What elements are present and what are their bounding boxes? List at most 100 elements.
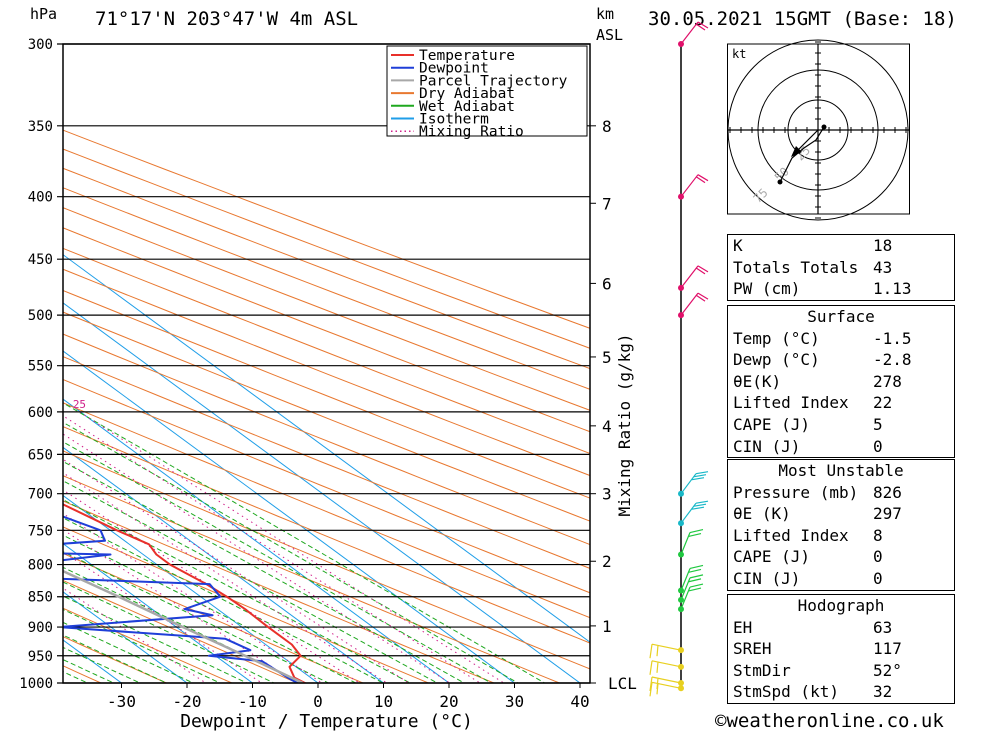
wind-barb <box>680 500 709 524</box>
credit-link[interactable]: ©weatheronline.co.uk <box>715 710 944 732</box>
pressure-tick-label: 350 <box>28 119 53 135</box>
isotherm-line <box>63 591 188 683</box>
hodograph-end-dot <box>777 179 783 185</box>
height-tick-label: LCL <box>608 674 637 693</box>
hodograph-title: Hodograph <box>797 596 885 615</box>
dry-adiabat-line <box>63 333 590 546</box>
x-tick-label: 40 <box>570 692 589 711</box>
surface-table: Surface Temp (°C) -1.5 Dewp (°C) -2.8 θE(K… <box>727 305 955 459</box>
storm-motion-arrowhead <box>791 146 802 157</box>
pressure-unit-label: hPa <box>30 5 58 23</box>
pressure-tick-label: 600 <box>28 405 53 421</box>
dry-adiabat-line <box>63 500 496 683</box>
background-lines: 25 <box>0 26 590 709</box>
dry-adiabat-line <box>63 311 590 522</box>
legend-label: Wet Adiabat <box>419 99 515 115</box>
table-row: EH 63 <box>733 617 893 637</box>
dry-adiabat-line <box>63 426 590 644</box>
table-row: Temp (°C) -1.5 <box>733 328 912 348</box>
table-row: CAPE (J) 0 <box>733 547 883 567</box>
height-tick-label: 6 <box>602 274 612 293</box>
legend-label: Temperature <box>419 48 515 64</box>
legend-label: Isotherm <box>419 112 489 128</box>
table-row: SREH 117 <box>733 639 902 659</box>
temperature-line <box>63 503 308 683</box>
hodograph-trace <box>779 126 825 183</box>
wet-adiabat-line <box>63 499 412 683</box>
height-tick-label: 4 <box>602 417 612 436</box>
index-row-pw: PW (cm) 1.13 <box>733 279 912 299</box>
pressure-tick-label: 550 <box>28 359 53 375</box>
hodograph-start-dot <box>821 124 827 130</box>
wet-adiabat-line <box>63 421 519 683</box>
legend-label: Dry Adiabat <box>419 86 515 102</box>
legend-label: Mixing Ratio <box>419 124 524 140</box>
table-row: Pressure (mb) 826 <box>733 482 902 502</box>
dry-adiabat-line <box>63 356 590 569</box>
dry-adiabat-line <box>63 148 590 349</box>
isotherm-line <box>63 543 254 683</box>
pressure-tick-label: 750 <box>28 523 53 539</box>
wet-adiabat-line <box>63 441 493 683</box>
mixing-ratio-line <box>63 472 388 683</box>
isotherm-line <box>63 494 319 683</box>
wind-barb <box>649 681 682 697</box>
dry-adiabat-line <box>63 378 590 594</box>
x-tick-label: -20 <box>173 692 202 711</box>
x-tick-label: 0 <box>313 692 323 711</box>
pressure-tick-label: 800 <box>28 558 53 574</box>
height-tick-label: 7 <box>602 194 612 213</box>
wind-barb <box>649 676 682 692</box>
mixing-ratio-label: 25 <box>73 398 86 411</box>
wet-adiabat-line <box>63 460 466 683</box>
mixing-ratio-line <box>63 512 323 683</box>
x-axis-title: Dewpoint / Temperature (°C) <box>180 711 473 732</box>
isotherm-line <box>63 350 516 683</box>
wet-adiabat-line <box>63 608 222 683</box>
height-tick-label: 1 <box>602 617 612 636</box>
wind-barb <box>680 265 709 289</box>
sounding-traces <box>63 503 308 683</box>
table-row: StmDir 52° <box>733 660 902 680</box>
axes: -30 -20 -10 0 10 20 30 40 Dewpoint / Temperature… <box>107 117 637 732</box>
legend-label: Dewpoint <box>419 61 489 77</box>
mixing-ratio-line <box>63 489 361 683</box>
dry-adiabat-line <box>63 167 590 370</box>
height-tick-label: 8 <box>602 117 612 136</box>
pressure-tick-label: 450 <box>28 252 53 268</box>
isotherm-line <box>0 26 26 709</box>
wind-barb <box>649 660 682 675</box>
wet-adiabat-line <box>63 402 546 683</box>
table-row: CAPE (J) 5 <box>733 414 883 434</box>
dry-adiabat-line <box>63 526 430 683</box>
table-row: Dewp (°C) -2.8 <box>733 350 912 370</box>
dry-adiabat-line <box>63 187 590 390</box>
hodograph-unit-label: kt <box>732 47 746 61</box>
isotherm-line <box>63 639 123 683</box>
pressure-tick-label: 1000 <box>19 676 53 692</box>
table-row: StmSpd (kt) 32 <box>733 682 893 702</box>
mixing-ratio-axis-title: Mixing Ratio (g/kg) <box>615 333 634 516</box>
wind-barb <box>680 574 704 601</box>
pressure-tick-label: 700 <box>28 487 53 503</box>
wind-barb <box>680 174 709 198</box>
x-tick-label: -10 <box>238 692 267 711</box>
location-header: 71°17'N 203°47'W 4m ASL <box>95 8 359 30</box>
dry-adiabat-line <box>63 665 103 683</box>
storm-motion-vector <box>795 129 819 153</box>
dry-adiabat-line <box>63 450 590 670</box>
dry-adiabat-line <box>63 636 168 683</box>
wind-barb <box>680 21 709 45</box>
x-tick-label: 30 <box>505 692 524 711</box>
pressure-tick-label: 850 <box>28 590 53 606</box>
hodograph-table: Hodograph EH 63 SREH 117 StmDir 52° StmSpd … <box>727 594 955 704</box>
height-tick-label: 3 <box>602 485 612 504</box>
wind-profile <box>649 21 709 697</box>
isotherm-line <box>63 254 590 643</box>
pressure-tick-label: 500 <box>28 308 53 324</box>
wet-adiabat-line <box>63 634 168 683</box>
x-tick-label: -30 <box>107 692 136 711</box>
most-unstable-table: Most Unstable Pressure (mb) 826 θE (K) 297… <box>727 459 955 591</box>
